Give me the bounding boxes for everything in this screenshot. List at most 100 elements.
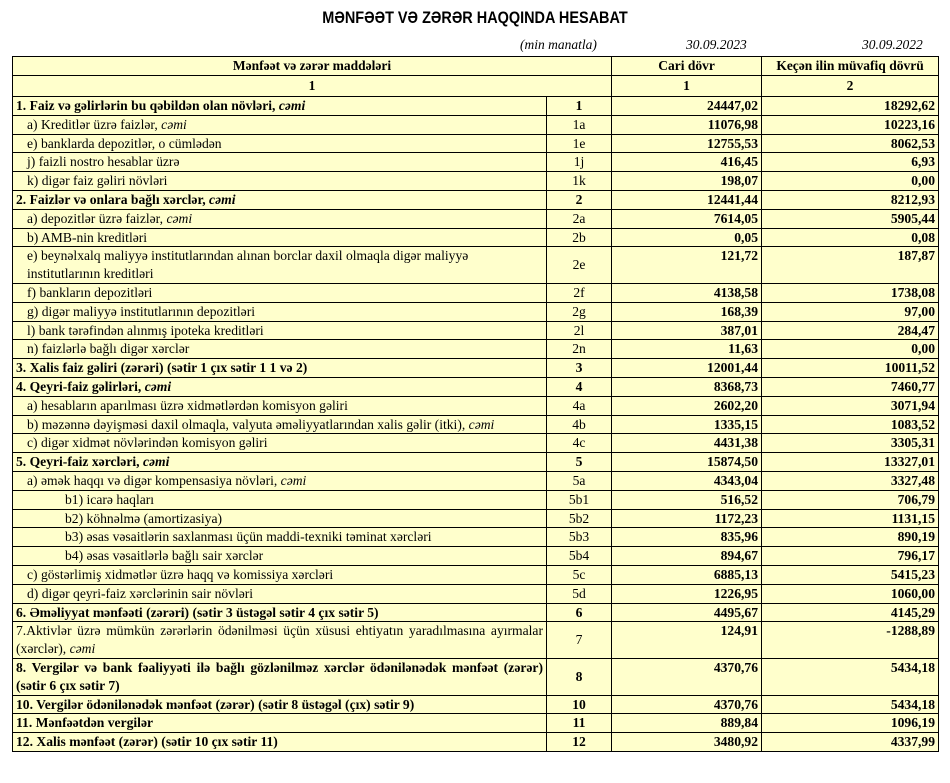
row-code: 2	[545, 189, 613, 210]
row-label-text: c) digər xidmət növlərindən komisyon gəl…	[27, 435, 268, 451]
row-label-text: 12. Xalis mənfəət (zərər) (sətir 10 çıx …	[16, 734, 278, 750]
row-label: b4) əsas vəsaitlərlə bağlı sair xərclər	[12, 546, 547, 566]
value-current: 4343,04	[611, 470, 763, 491]
row-label: b2) köhnəlmə (amortizasiya)	[12, 508, 547, 529]
value-previous: 5434,18	[761, 694, 940, 715]
value-current: 7614,05	[611, 208, 763, 229]
row-label: e) beynəlxalq maliyyə institutlarından a…	[12, 246, 547, 284]
row-code: 1j	[545, 152, 613, 173]
row-code: 1a	[545, 114, 613, 135]
row-label-text: k) digər faiz gəliri növləri	[27, 173, 168, 189]
value-previous: -1288,89	[761, 621, 940, 659]
value-previous: 8062,53	[761, 133, 940, 154]
row-label: 7.Aktivlər üzrə mümkün zərərlərin ödənil…	[12, 621, 547, 659]
value-current: 889,84	[611, 713, 763, 734]
table-row: b4) əsas vəsaitlərlə bağlı sair xərclər 5…	[12, 546, 940, 566]
row-code: 11	[545, 713, 613, 734]
row-code: 5	[545, 452, 613, 472]
value-previous: 18292,62	[761, 96, 940, 116]
value-previous: 3071,94	[761, 395, 940, 416]
table-row: 4. Qeyri-faiz gəlirləri, cəmi 4 8368,73 746…	[12, 376, 940, 397]
row-label-text: 10. Vergilər ödənilənədək mənfəət (zərər…	[16, 696, 415, 712]
table-row: 2. Faizlər və onlara bağlı xərclər, cəmi…	[12, 189, 940, 210]
value-current: 124,91	[611, 621, 763, 659]
header-previous: Keçən ilin müvafiq dövrü	[761, 56, 940, 76]
value-current: 516,52	[611, 489, 763, 510]
value-previous: 6,93	[761, 152, 940, 173]
row-label: e) banklarda depozitlər, o cümlədən	[12, 133, 547, 154]
value-previous: 10223,16	[761, 114, 940, 135]
table-row: 1. Faiz və gəlirlərin bu qəbildən olan n…	[12, 96, 940, 116]
row-label: a) hesabların aparılması üzrə xidmətlərd…	[12, 395, 547, 416]
row-label-total-suffix: cəmi	[278, 98, 306, 113]
value-current: 4370,76	[611, 694, 763, 715]
value-previous: 97,00	[761, 301, 940, 322]
row-code: 8	[545, 657, 613, 696]
row-label-text: j) faizli nostro hesablar üzrə	[27, 154, 180, 170]
value-current: 6885,13	[611, 564, 763, 585]
table-row: l) bank tərəfindən alınmış ipoteka kredi…	[12, 320, 940, 341]
value-current: 12441,44	[611, 189, 763, 210]
value-previous: 4337,99	[761, 732, 940, 752]
value-current: 198,07	[611, 171, 763, 191]
row-code: 1	[545, 96, 613, 116]
row-code: 4c	[545, 433, 613, 454]
row-code: 5b3	[545, 527, 613, 548]
row-label-total-suffix: cəmi	[161, 116, 187, 132]
table-row: d) digər qeyri-faiz xərclərinin sair növ…	[12, 583, 940, 604]
value-current: 4138,58	[611, 282, 763, 303]
table-row: 3. Xalis faiz gəliri (zərəri) (sətir 1 ç…	[12, 358, 940, 378]
row-label: 10. Vergilər ödənilənədək mənfəət (zərər…	[12, 694, 547, 715]
table-row: j) faizli nostro hesablar üzrə 1j 416,45 6,…	[12, 152, 940, 173]
row-code: 2a	[545, 208, 613, 229]
row-label-text: b) məzənnə dəyişməsi daxil olmaqla, valy…	[27, 416, 469, 432]
row-code: 4b	[545, 414, 613, 435]
value-current: 3480,92	[611, 732, 763, 752]
row-label: j) faizli nostro hesablar üzrə	[12, 152, 547, 173]
row-code: 5c	[545, 564, 613, 585]
table-row: 7.Aktivlər üzrə mümkün zərərlərin ödənil…	[12, 621, 940, 659]
row-label: 6. Əməliyyat mənfəəti (zərəri) (sətir 3 …	[12, 602, 547, 623]
row-label: b1) icarə haqları	[12, 489, 547, 510]
row-label: a) depozitlər üzrə faizlər, cəmi	[12, 208, 547, 229]
table-row: 6. Əməliyyat mənfəəti (zərəri) (sətir 3 …	[12, 602, 940, 623]
row-label-text: b1) icarə haqları	[65, 491, 155, 507]
row-code: 1k	[545, 171, 613, 191]
row-label-total-suffix: cəmi	[166, 210, 193, 226]
row-code: 1e	[545, 133, 613, 154]
table-row: a) əmək haqqı və digər kompensasiya növl…	[12, 470, 940, 491]
date-previous: 30.09.2022	[862, 37, 923, 52]
value-previous: 284,47	[761, 320, 940, 341]
row-label-text: 2. Faizlər və onlara bağlı xərclər,	[16, 191, 210, 207]
value-current: 0,05	[611, 227, 763, 248]
row-label-text: 11. Mənfəətdən vergilər	[16, 715, 154, 731]
row-label-text: g) digər maliyyə institutlarının depozit…	[27, 303, 256, 319]
date-current: 30.09.2023	[686, 37, 747, 52]
row-code: 5b4	[545, 546, 613, 566]
table-row: 11. Mənfəətdən vergilər 11 889,84 1096,19	[12, 713, 940, 734]
row-code: 5a	[545, 470, 613, 491]
value-previous: 10011,52	[761, 358, 940, 378]
value-current: 24447,02	[611, 96, 763, 116]
row-code: 2g	[545, 301, 613, 322]
row-label-text: b2) köhnəlmə (amortizasiya)	[65, 510, 223, 526]
value-current: 4370,76	[611, 657, 763, 696]
value-current: 15874,50	[611, 452, 763, 472]
table-row: b2) köhnəlmə (amortizasiya) 5b2 1172,23 113…	[12, 508, 940, 529]
value-previous: 4145,29	[761, 602, 940, 623]
value-previous: 5905,44	[761, 208, 940, 229]
row-label-text: b4) əsas vəsaitlərlə bağlı sair xərclər	[65, 548, 264, 564]
row-label-text: d) digər qeyri-faiz xərclərinin sair növ…	[27, 585, 254, 601]
value-current: 4495,67	[611, 602, 763, 623]
value-current: 121,72	[611, 246, 763, 284]
row-label-text: l) bank tərəfindən alınmış ipoteka kredi…	[27, 322, 264, 338]
value-previous: 1131,15	[761, 508, 940, 529]
unit-note: (min manatla)	[520, 37, 597, 52]
table-row: c) göstərlimiş xidmətlər üzrə haqq və ko…	[12, 564, 940, 585]
row-label: b) AMB-nin kreditləri	[12, 227, 547, 248]
row-label-text: c) göstərlimiş xidmətlər üzrə haqq və ko…	[27, 566, 334, 582]
row-label-total-suffix: cəmi	[144, 378, 172, 394]
row-code: 10	[545, 694, 613, 715]
table-row: f) bankların depozitləri 2f 4138,58 1738,08	[12, 282, 940, 303]
row-label: 1. Faiz və gəlirlərin bu qəbildən olan n…	[12, 96, 547, 116]
